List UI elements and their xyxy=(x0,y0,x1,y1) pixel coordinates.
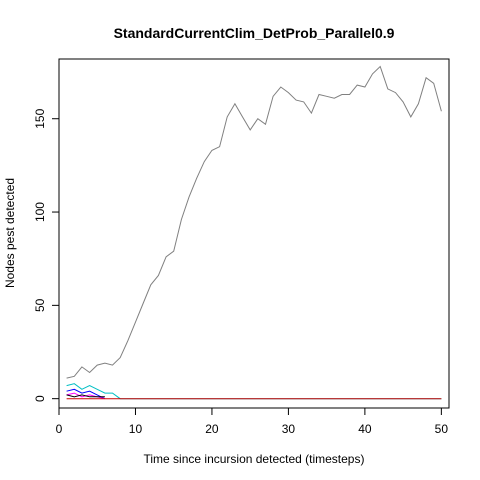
series-line-0 xyxy=(66,65,442,379)
y-tick-label: 150 xyxy=(33,108,47,128)
plot-frame xyxy=(58,58,450,409)
y-tick-label: 50 xyxy=(33,298,47,312)
series-line-4 xyxy=(66,394,105,398)
y-tick-label: 100 xyxy=(33,202,47,222)
x-tick-label: 0 xyxy=(56,422,63,436)
x-tick-label: 20 xyxy=(205,422,219,436)
x-tick-label: 10 xyxy=(129,422,143,436)
chart-title: StandardCurrentClim_DetProb_Parallel0.9 xyxy=(114,25,395,41)
series-line-1 xyxy=(66,383,442,400)
series-layer xyxy=(66,65,442,400)
y-axis-label: Nodes pest detected xyxy=(3,178,17,288)
series-line-2 xyxy=(66,388,106,400)
axes: 0 10 20 30 40 50 0 50 100 150 xyxy=(33,108,448,436)
y-tick-label: 0 xyxy=(33,395,47,402)
x-axis-label: Time since incursion detected (timesteps… xyxy=(144,452,365,466)
x-tick-label: 50 xyxy=(435,422,449,436)
x-tick-label: 30 xyxy=(282,422,296,436)
x-tick-label: 40 xyxy=(358,422,372,436)
